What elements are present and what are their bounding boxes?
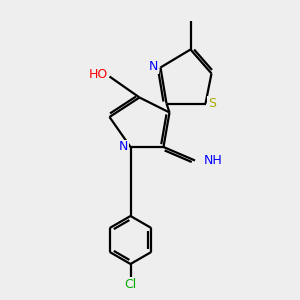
Text: S: S [208, 97, 216, 110]
Text: N: N [119, 140, 129, 154]
Text: N: N [149, 60, 159, 74]
Text: HO: HO [88, 68, 108, 82]
Text: Cl: Cl [124, 278, 136, 291]
Text: NH: NH [203, 154, 222, 167]
